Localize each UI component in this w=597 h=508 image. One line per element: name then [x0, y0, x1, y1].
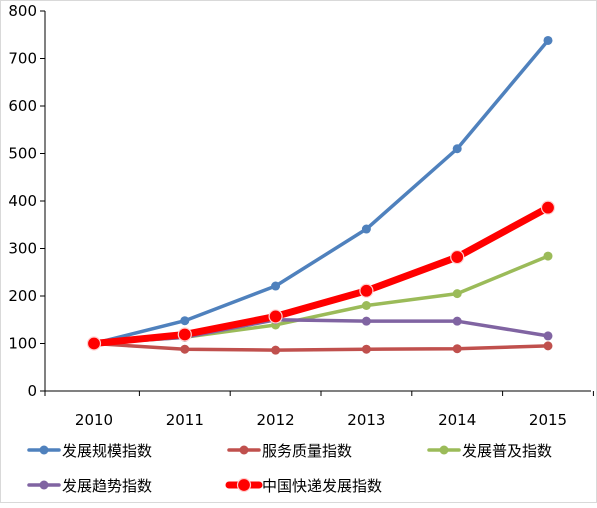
y-tick-label: 800	[8, 2, 37, 20]
series-group	[89, 315, 553, 348]
series-point	[452, 344, 462, 354]
x-tick-label: 2010	[75, 411, 113, 429]
series-point	[543, 35, 553, 45]
series-point	[361, 344, 371, 354]
x-tick-label: 2012	[257, 411, 295, 429]
y-tick-label: 200	[8, 287, 37, 305]
series-point	[543, 251, 553, 261]
series-point	[359, 283, 374, 298]
series-group	[89, 339, 553, 355]
series-point	[543, 341, 553, 351]
legend-label: 发展趋势指数	[62, 477, 152, 495]
series-point	[452, 289, 462, 299]
y-tick-label: 500	[8, 145, 37, 163]
legend-label: 中国快递发展指数	[262, 477, 382, 495]
legend-swatch-marker	[39, 480, 49, 490]
legend-label: 发展规模指数	[62, 442, 152, 460]
legend-item: 中国快递发展指数	[225, 477, 382, 495]
series-point	[271, 281, 281, 291]
legend-item: 发展趋势指数	[27, 477, 152, 495]
legend-swatch-marker	[239, 445, 249, 455]
y-tick-label: 700	[8, 50, 37, 68]
series-point	[180, 316, 190, 326]
series-point	[540, 200, 556, 215]
series-line	[92, 341, 550, 352]
legend-swatch-marker	[39, 445, 49, 455]
y-tick-label: 600	[8, 97, 37, 115]
series-line	[92, 254, 550, 346]
series-line	[92, 38, 550, 346]
x-tick-label: 2013	[347, 411, 385, 429]
legend-label: 发展普及指数	[462, 442, 552, 460]
series-point	[452, 316, 462, 326]
series-point	[543, 331, 553, 341]
series-point	[271, 345, 281, 355]
legend-swatch-marker	[236, 477, 252, 493]
y-tick-label: 400	[8, 192, 37, 210]
series-point	[361, 301, 371, 310]
y-tick-label: 100	[8, 335, 37, 353]
series-line	[90, 204, 552, 347]
x-tick-label: 2011	[166, 411, 204, 429]
series-point	[268, 309, 283, 324]
x-tick-label: 2015	[529, 411, 567, 429]
legend-item: 发展普及指数	[427, 442, 552, 460]
legend-item: 服务质量指数	[227, 442, 352, 460]
x-tick-label: 2014	[438, 411, 476, 429]
y-tick-label: 300	[8, 240, 37, 258]
series-point	[177, 327, 192, 342]
legend-label: 服务质量指数	[262, 442, 352, 460]
series-group	[86, 200, 556, 351]
series-point	[361, 224, 371, 234]
y-tick-label: 0	[27, 382, 37, 400]
series-point	[180, 344, 190, 354]
legend-swatch-marker	[439, 445, 449, 455]
series-point	[452, 144, 462, 154]
series-point	[450, 249, 465, 265]
series-point	[86, 336, 102, 351]
series-point	[361, 316, 371, 326]
legend-item: 发展规模指数	[27, 442, 152, 460]
